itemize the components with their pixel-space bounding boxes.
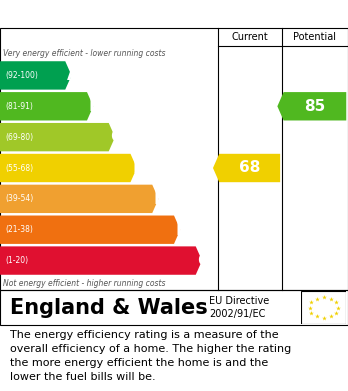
Text: EU Directive
2002/91/EC: EU Directive 2002/91/EC <box>209 296 269 319</box>
Text: England & Wales: England & Wales <box>10 298 208 317</box>
Text: (69-80): (69-80) <box>5 133 33 142</box>
Text: The energy efficiency rating is a measure of the
overall efficiency of a home. T: The energy efficiency rating is a measur… <box>10 330 292 382</box>
Text: F: F <box>176 221 187 239</box>
Text: (55-68): (55-68) <box>5 163 33 172</box>
Text: 85: 85 <box>304 99 326 114</box>
Polygon shape <box>0 154 137 182</box>
Text: (21-38): (21-38) <box>5 225 33 234</box>
Text: C: C <box>111 128 123 146</box>
Polygon shape <box>0 61 72 90</box>
Polygon shape <box>0 246 202 275</box>
Text: Energy Efficiency Rating: Energy Efficiency Rating <box>7 7 217 22</box>
Text: D: D <box>132 159 146 177</box>
Text: (1-20): (1-20) <box>5 256 28 265</box>
Text: Very energy efficient - lower running costs: Very energy efficient - lower running co… <box>3 48 166 57</box>
Polygon shape <box>0 185 159 213</box>
Text: Potential: Potential <box>293 32 337 42</box>
Text: (92-100): (92-100) <box>5 71 38 80</box>
Polygon shape <box>0 123 115 151</box>
Text: B: B <box>89 97 101 115</box>
Text: E: E <box>154 190 165 208</box>
Polygon shape <box>213 154 280 182</box>
Text: A: A <box>67 66 80 84</box>
Text: G: G <box>198 251 211 269</box>
Polygon shape <box>0 92 93 120</box>
Text: (81-91): (81-91) <box>5 102 33 111</box>
Polygon shape <box>277 92 346 120</box>
Text: 68: 68 <box>239 160 260 176</box>
Text: Not energy efficient - higher running costs: Not energy efficient - higher running co… <box>3 278 166 287</box>
Polygon shape <box>0 215 180 244</box>
Text: (39-54): (39-54) <box>5 194 33 203</box>
Text: Current: Current <box>231 32 268 42</box>
